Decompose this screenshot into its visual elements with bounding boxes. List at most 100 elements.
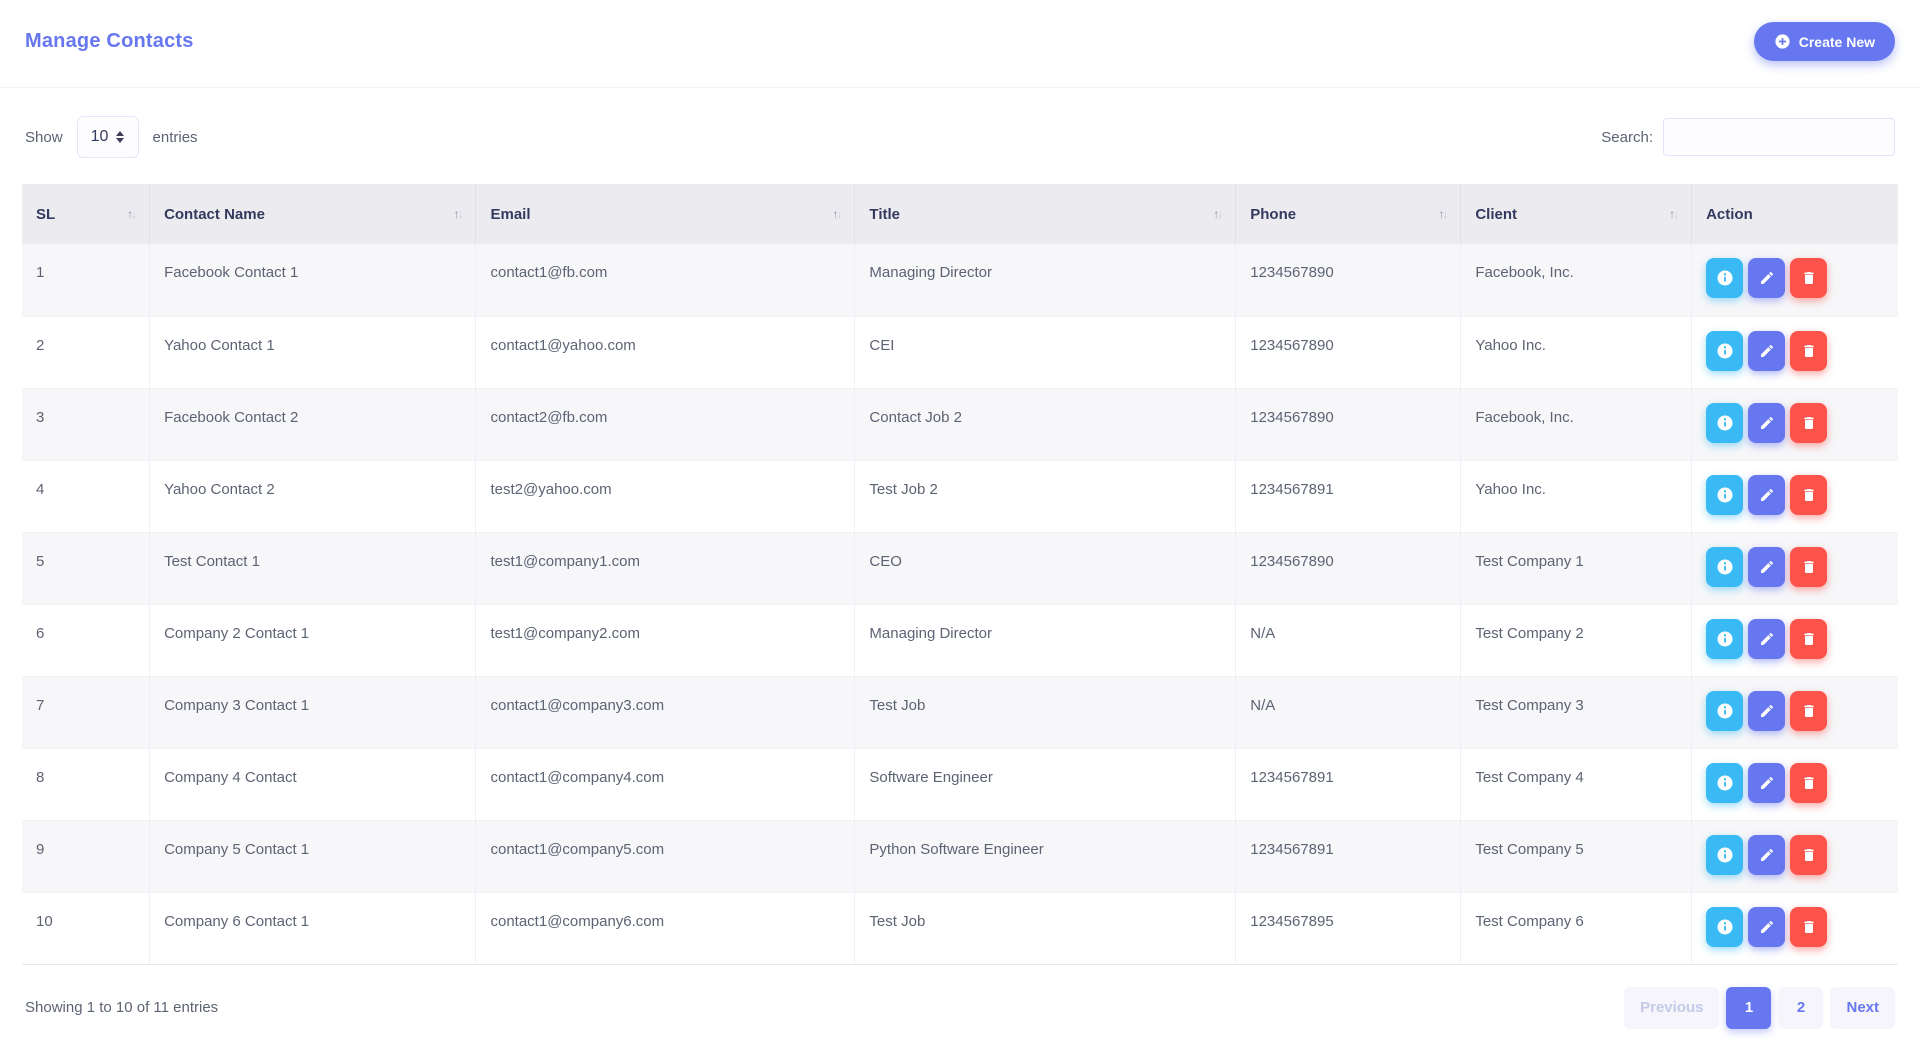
view-button[interactable] <box>1706 618 1744 659</box>
delete-button[interactable] <box>1790 834 1828 875</box>
create-new-label: Create New <box>1798 33 1875 50</box>
trash-icon <box>1801 343 1817 359</box>
delete-button[interactable] <box>1790 330 1828 371</box>
table-row: 2 Yahoo Contact 1 contact1@yahoo.com CEI… <box>22 315 1898 388</box>
pencil-icon <box>1759 775 1775 791</box>
delete-button[interactable] <box>1790 690 1828 731</box>
edit-button[interactable] <box>1748 906 1786 947</box>
delete-button[interactable] <box>1790 762 1828 803</box>
search-input[interactable] <box>1663 118 1895 156</box>
column-header-sl[interactable]: SL ↑ ↓ <box>22 184 151 244</box>
view-button[interactable] <box>1706 330 1744 371</box>
info-icon <box>1715 701 1735 721</box>
edit-button[interactable] <box>1748 474 1786 515</box>
cell-sl: 9 <box>22 819 151 892</box>
pagination-2[interactable]: 2 <box>1778 986 1824 1029</box>
view-button[interactable] <box>1706 834 1744 875</box>
cell-email: contact1@company6.com <box>475 891 856 965</box>
sort-icon: ↑ ↓ <box>1669 207 1679 221</box>
column-header-client[interactable]: Client ↑ ↓ <box>1460 184 1693 244</box>
info-icon <box>1715 773 1735 793</box>
delete-button[interactable] <box>1790 546 1828 587</box>
view-button[interactable] <box>1706 402 1744 443</box>
cell-title: Managing Director <box>854 603 1237 676</box>
cell-contact-name: Yahoo Contact 2 <box>149 459 477 532</box>
edit-button[interactable] <box>1748 762 1786 803</box>
cell-contact-name: Yahoo Contact 1 <box>149 315 477 388</box>
action-button-group <box>1706 258 1884 298</box>
cell-contact-name: Company 3 Contact 1 <box>149 675 477 748</box>
cell-client: Test Company 2 <box>1460 603 1693 676</box>
cell-client: Facebook, Inc. <box>1460 244 1693 316</box>
table-row: 9 Company 5 Contact 1 contact1@company5.… <box>22 819 1898 892</box>
pagination-next[interactable]: Next <box>1830 986 1895 1029</box>
edit-button[interactable] <box>1748 402 1786 443</box>
cell-contact-name: Company 5 Contact 1 <box>149 819 477 892</box>
cell-title: Contact Job 2 <box>854 387 1237 460</box>
action-button-group <box>1706 618 1884 659</box>
cell-contact-name: Company 6 Contact 1 <box>149 891 477 965</box>
table-row: 3 Facebook Contact 2 contact2@fb.com Con… <box>22 387 1898 460</box>
action-button-group <box>1706 546 1884 587</box>
pencil-icon <box>1759 270 1775 286</box>
edit-button[interactable] <box>1748 330 1786 371</box>
table-header-row: SL ↑ ↓ Contact Name ↑ ↓ Email ↑ ↓ Title ↑ ↓ Phon… <box>22 184 1898 244</box>
view-button[interactable] <box>1706 690 1744 731</box>
trash-icon <box>1801 487 1817 503</box>
contacts-table-wrap: SL ↑ ↓ Contact Name ↑ ↓ Email ↑ ↓ Title ↑ ↓ Phon… <box>0 184 1920 965</box>
cell-action <box>1691 603 1898 676</box>
view-button[interactable] <box>1706 258 1744 298</box>
table-footer: Showing 1 to 10 of 11 entries Previous 1 2… <box>0 965 1920 1029</box>
column-header-email[interactable]: Email ↑ ↓ <box>475 184 856 244</box>
view-button[interactable] <box>1706 474 1744 515</box>
action-button-group <box>1706 762 1884 803</box>
delete-button[interactable] <box>1790 618 1828 659</box>
cell-title: Managing Director <box>854 244 1237 316</box>
pencil-icon <box>1759 847 1775 863</box>
cell-client: Yahoo Inc. <box>1460 315 1693 388</box>
edit-button[interactable] <box>1748 546 1786 587</box>
trash-icon <box>1801 775 1817 791</box>
info-icon <box>1715 413 1735 433</box>
delete-button[interactable] <box>1790 402 1828 443</box>
column-header-title[interactable]: Title ↑ ↓ <box>854 184 1237 244</box>
column-header-phone[interactable]: Phone ↑ ↓ <box>1235 184 1462 244</box>
create-new-button[interactable]: Create New <box>1753 22 1895 61</box>
cell-sl: 1 <box>22 244 151 316</box>
pencil-icon <box>1759 559 1775 575</box>
cell-phone: 1234567890 <box>1235 244 1462 316</box>
pagination-previous: Previous <box>1624 986 1720 1029</box>
delete-button[interactable] <box>1790 258 1828 298</box>
cell-phone: N/A <box>1235 603 1462 676</box>
cell-sl: 8 <box>22 747 151 820</box>
cell-phone: 1234567890 <box>1235 315 1462 388</box>
cell-client: Test Company 6 <box>1460 891 1693 965</box>
view-button[interactable] <box>1706 906 1744 947</box>
edit-button[interactable] <box>1748 834 1786 875</box>
page-length-select[interactable]: 10 <box>76 116 139 158</box>
delete-button[interactable] <box>1790 906 1828 947</box>
column-header-contact-name[interactable]: Contact Name ↑ ↓ <box>149 184 477 244</box>
delete-button[interactable] <box>1790 474 1828 515</box>
cell-phone: 1234567895 <box>1235 891 1462 965</box>
info-icon <box>1715 268 1735 288</box>
edit-button[interactable] <box>1748 690 1786 731</box>
action-button-group <box>1706 834 1884 875</box>
action-button-group <box>1706 330 1884 371</box>
sort-icon: ↑ ↓ <box>832 207 842 221</box>
cell-action <box>1691 315 1898 388</box>
edit-button[interactable] <box>1748 258 1786 298</box>
view-button[interactable] <box>1706 762 1744 803</box>
table-row: 4 Yahoo Contact 2 test2@yahoo.com Test J… <box>22 459 1898 532</box>
info-icon <box>1715 485 1735 505</box>
edit-button[interactable] <box>1748 618 1786 659</box>
pagination-1[interactable]: 1 <box>1726 986 1772 1029</box>
pagination: Previous 1 2 Next <box>1624 986 1895 1029</box>
page-length-control: Show 10 entries <box>25 116 198 158</box>
trash-icon <box>1801 847 1817 863</box>
card-header: Manage Contacts Create New <box>0 0 1920 88</box>
cell-email: contact1@fb.com <box>475 244 856 316</box>
cell-phone: 1234567891 <box>1235 819 1462 892</box>
view-button[interactable] <box>1706 546 1744 587</box>
cell-email: contact1@company5.com <box>475 819 856 892</box>
